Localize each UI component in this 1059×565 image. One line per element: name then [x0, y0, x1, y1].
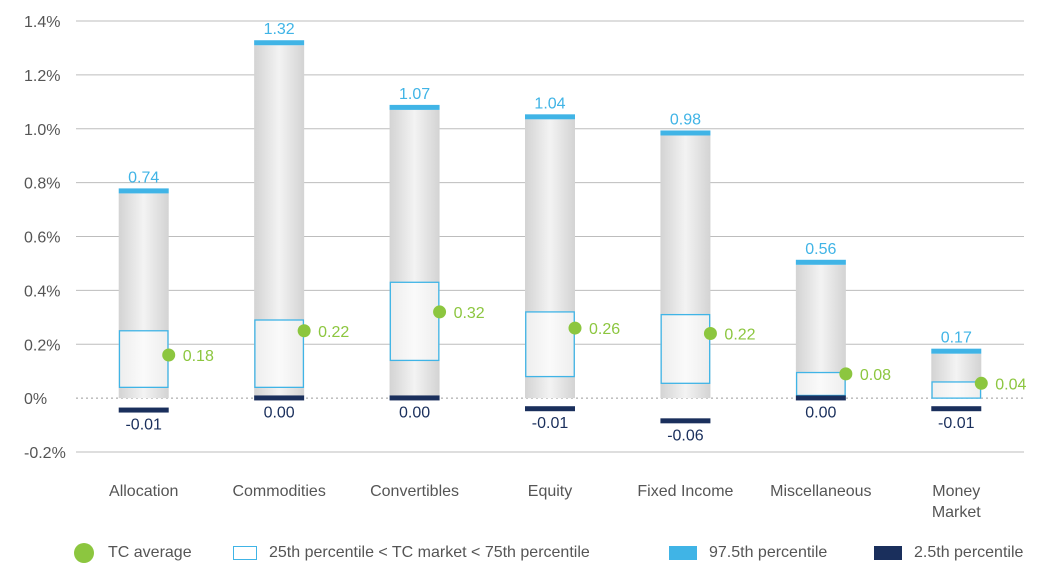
average-label: 0.04 — [995, 376, 1026, 393]
legend-item-average: TC average — [74, 542, 192, 564]
p2-5-label: -0.06 — [667, 427, 704, 444]
average-label: 0.32 — [454, 305, 485, 322]
average-dot — [433, 305, 447, 319]
category-label: Commodities — [232, 483, 325, 500]
iqr-box — [525, 311, 575, 378]
average-label: 0.18 — [183, 348, 214, 365]
average-dot — [162, 348, 176, 362]
y-tick-label: 1.4% — [24, 14, 60, 31]
p2-5-cap — [389, 395, 440, 401]
p97-5-cap — [660, 130, 711, 136]
average-dot — [974, 376, 988, 390]
p2-5-cap — [660, 418, 711, 424]
p97-5-cap — [795, 259, 846, 265]
category-label: Equity — [528, 483, 572, 500]
y-tick-label: 0.6% — [24, 230, 60, 247]
p97-5-cap — [525, 114, 575, 120]
iqr-box — [931, 381, 982, 399]
legend-item-iqr: 25th percentile < TC market < 75th perce… — [233, 542, 590, 564]
average-label: 0.22 — [318, 324, 349, 341]
iqr-box — [254, 319, 305, 389]
y-tick-label: 1.0% — [24, 122, 60, 139]
chart: -0.2% 0% 0.2% 0.4% 0.6% 0.8% 1.0% 1.2% 1.4% 0.74… — [24, 14, 1027, 521]
p97-5-label: 0.74 — [128, 169, 159, 186]
category-label: Fixed Income — [637, 483, 733, 500]
iqr-box — [389, 281, 440, 362]
average-label: 0.26 — [589, 321, 620, 338]
p2-5-cap — [795, 395, 846, 401]
p2-5-cap — [254, 395, 305, 401]
p2-5-swatch-icon — [874, 546, 902, 560]
gridlines — [76, 20, 1024, 453]
p97-5-swatch-icon — [669, 546, 697, 560]
p97-5-label: 1.07 — [399, 86, 430, 103]
y-tick-label: 0.4% — [24, 283, 60, 300]
p97-5-label: 0.17 — [941, 330, 972, 347]
y-tick-label: -0.2% — [24, 445, 66, 462]
iqr-box — [118, 330, 169, 388]
y-tick-label: 0.2% — [24, 337, 60, 354]
average-label: 0.08 — [860, 367, 891, 384]
average-dot — [839, 367, 853, 381]
p97-5-label: 1.32 — [264, 21, 295, 38]
legend-label-iqr: 25th percentile < TC market < 75th perce… — [269, 544, 590, 561]
p97-5-cap — [389, 104, 440, 110]
p2-5-cap — [525, 406, 575, 412]
category-labels: Allocation Commodities Convertibles Equity F… — [109, 483, 981, 521]
p97-5-label: 1.04 — [534, 95, 565, 112]
p2-5-label: -0.01 — [532, 415, 569, 432]
legend-label-p2-5: 2.5th percentile — [914, 544, 1024, 561]
average-marker-icon — [74, 543, 94, 563]
average-dot — [703, 326, 717, 340]
p2-5-cap — [931, 406, 982, 412]
category-label: Miscellaneous — [770, 483, 871, 500]
legend-item-p97-5: 97.5th percentile — [669, 542, 827, 564]
legend-item-p2-5: 2.5th percentile — [874, 542, 1023, 564]
legend-label-average: TC average — [108, 544, 192, 561]
p97-5-cap — [254, 40, 305, 46]
p2-5-label: -0.01 — [125, 417, 162, 434]
y-tick-label: 1.2% — [24, 68, 60, 85]
p97-5-cap — [118, 188, 169, 194]
legend: TC average 25th percentile < TC market <… — [0, 540, 1059, 565]
category-label: Money — [932, 483, 980, 500]
y-axis-tick-labels: -0.2% 0% 0.2% 0.4% 0.6% 0.8% 1.0% 1.2% 1.4% — [24, 14, 66, 462]
p97-5-cap — [931, 348, 982, 354]
iqr-box-icon — [233, 546, 257, 560]
p97-5-label: 0.98 — [670, 111, 701, 128]
y-tick-label: 0.8% — [24, 176, 60, 193]
average-dot — [568, 321, 582, 335]
average-label: 0.22 — [724, 326, 755, 343]
p2-5-label: 0.00 — [805, 404, 836, 421]
p2-5-cap — [118, 407, 169, 413]
category-label: Convertibles — [370, 483, 459, 500]
y-tick-label: 0% — [24, 391, 47, 408]
average-dot — [297, 324, 311, 338]
p2-5-label: 0.00 — [399, 404, 430, 421]
iqr-box — [795, 371, 846, 397]
p97-5-label: 0.56 — [805, 241, 836, 258]
iqr-box — [660, 313, 711, 384]
legend-label-p97-5: 97.5th percentile — [709, 544, 828, 561]
category-label: Market — [932, 504, 981, 521]
p2-5-label: 0.00 — [264, 404, 295, 421]
data-labels: 0.74 -0.01 0.18 1.32 0.00 0.22 1.07 0.00 0.32 1.0… — [125, 21, 1026, 444]
category-label: Allocation — [109, 483, 178, 500]
p2-5-label: -0.01 — [938, 415, 975, 432]
bars — [118, 40, 988, 424]
